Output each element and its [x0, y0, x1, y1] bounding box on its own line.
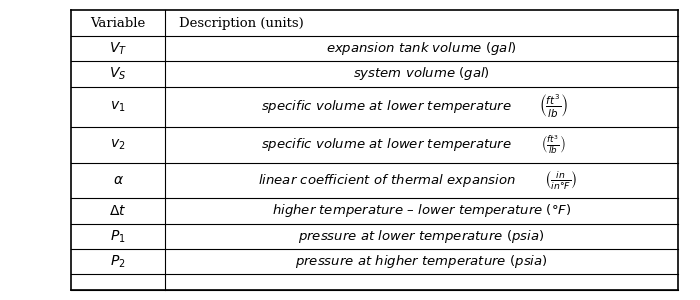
Text: $\it{linear\ coefficient\ of\ thermal\ expansion\ }$: $\it{linear\ coefficient\ of\ thermal\ e…	[258, 172, 515, 189]
Text: $\Delta t$: $\Delta t$	[109, 204, 127, 218]
Text: $\it{specific\ volume\ at\ lower\ temperature\ }$: $\it{specific\ volume\ at\ lower\ temper…	[261, 98, 512, 115]
Text: $\it{specific\ volume\ at\ lower\ temperature\ }$: $\it{specific\ volume\ at\ lower\ temper…	[261, 136, 512, 153]
Text: $\it{pressure\ at\ lower\ temperature\ (psia)}$: $\it{pressure\ at\ lower\ temperature\ (…	[298, 228, 545, 245]
Text: $\left(\frac{ft^3}{lb}\right)$: $\left(\frac{ft^3}{lb}\right)$	[542, 134, 566, 156]
Text: Variable: Variable	[90, 16, 146, 29]
Text: Description (units): Description (units)	[179, 16, 304, 29]
Text: $\left(\frac{ft^3}{lb}\right)$: $\left(\frac{ft^3}{lb}\right)$	[539, 93, 568, 120]
Text: $\it{expansion\ tank\ volume\ (gal)}$: $\it{expansion\ tank\ volume\ (gal)}$	[326, 40, 517, 57]
Text: $v_2$: $v_2$	[111, 138, 126, 152]
Text: $\it{pressure\ at\ higher\ temperature\ (psia)}$: $\it{pressure\ at\ higher\ temperature\ …	[295, 253, 548, 270]
Text: $P_2$: $P_2$	[111, 254, 126, 270]
Text: $v_1$: $v_1$	[111, 100, 126, 114]
Text: $\left(\frac{in}{in \degree F}\right)$: $\left(\frac{in}{in \degree F}\right)$	[544, 169, 577, 191]
Text: $\it{higher\ temperature\ –\ lower\ temperature\ (°F)}$: $\it{higher\ temperature\ –\ lower\ temp…	[272, 202, 571, 220]
Text: $\alpha$: $\alpha$	[113, 173, 124, 188]
Text: $V_S$: $V_S$	[109, 66, 127, 82]
Text: $P_1$: $P_1$	[111, 228, 126, 244]
Text: $\it{system\ volume\ (gal)}$: $\it{system\ volume\ (gal)}$	[353, 65, 490, 82]
Text: $V_T$: $V_T$	[109, 40, 127, 57]
